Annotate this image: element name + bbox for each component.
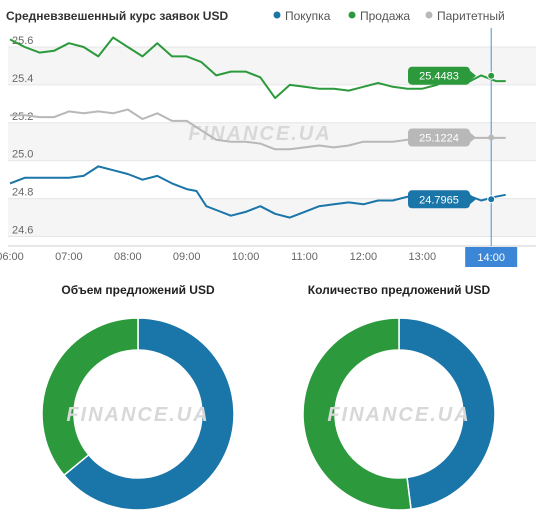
line-chart-title: Средневзвешенный курс заявок USD	[6, 9, 228, 23]
value-callout-pointer	[470, 70, 476, 81]
donut-slice-sell[interactable]	[41, 317, 139, 477]
line-plot-area[interactable]: 24.624.825.025.225.425.6FINANCE.UA06:000…	[0, 28, 536, 267]
value-callout-text: 25.1224	[419, 132, 459, 144]
value-callout-box	[408, 190, 470, 209]
value-callout-text: 25.4483	[419, 71, 459, 83]
hover-marker	[487, 71, 496, 80]
value-callout-box	[408, 66, 470, 85]
donut-charts: FINANCE.UA FINANCE.UA	[41, 317, 496, 511]
x-tick-label: 08:00	[114, 251, 142, 263]
legend-sell[interactable]: Продажа	[360, 9, 410, 23]
value-callout-box	[408, 128, 470, 147]
crosshair-label: 14:00	[477, 252, 505, 264]
crosshair-label-box	[465, 247, 518, 267]
value-callout-pointer	[470, 132, 476, 143]
donut-slice-buy[interactable]	[62, 317, 235, 511]
legend: Покупка Продажа Паритетный	[273, 9, 505, 23]
donut-count-title: Количество предложений USD	[308, 283, 491, 297]
y-tick-label: 25.4	[12, 73, 33, 85]
watermark: FINANCE.UA	[188, 123, 331, 145]
donut-slice-sell[interactable]	[302, 317, 412, 511]
series-line-1[interactable]	[9, 36, 506, 100]
x-tick-label: 10:00	[232, 251, 260, 263]
y-tick-label: 24.8	[12, 187, 33, 199]
x-tick-label: 13:00	[409, 251, 437, 263]
value-callout-text: 24.7965	[419, 194, 459, 206]
hover-marker	[487, 195, 496, 204]
x-tick-label: 07:00	[55, 251, 83, 263]
x-tick-label: 06:00	[0, 251, 24, 263]
legend-marker-buy	[273, 11, 281, 19]
y-tick-label: 25.2	[12, 111, 33, 123]
legend-parity[interactable]: Паритетный	[437, 9, 505, 23]
value-callout-pointer	[470, 194, 476, 205]
donut-watermark: FINANCE.UA	[327, 404, 470, 426]
legend-buy[interactable]: Покупка	[285, 9, 331, 23]
legend-marker-parity	[425, 11, 433, 19]
x-tick-label: 12:00	[350, 251, 378, 263]
legend-marker-sell	[348, 11, 356, 19]
donut-slice-buy[interactable]	[398, 317, 496, 511]
x-tick-label: 11:00	[291, 251, 318, 263]
hover-marker	[488, 134, 495, 141]
x-tick-label: 09:00	[173, 251, 201, 263]
donut-watermark: FINANCE.UA	[66, 404, 209, 426]
y-tick-label: 24.6	[12, 225, 33, 237]
y-tick-label: 25.0	[12, 149, 33, 161]
donut-volume-title: Объем предложений USD	[61, 283, 215, 297]
